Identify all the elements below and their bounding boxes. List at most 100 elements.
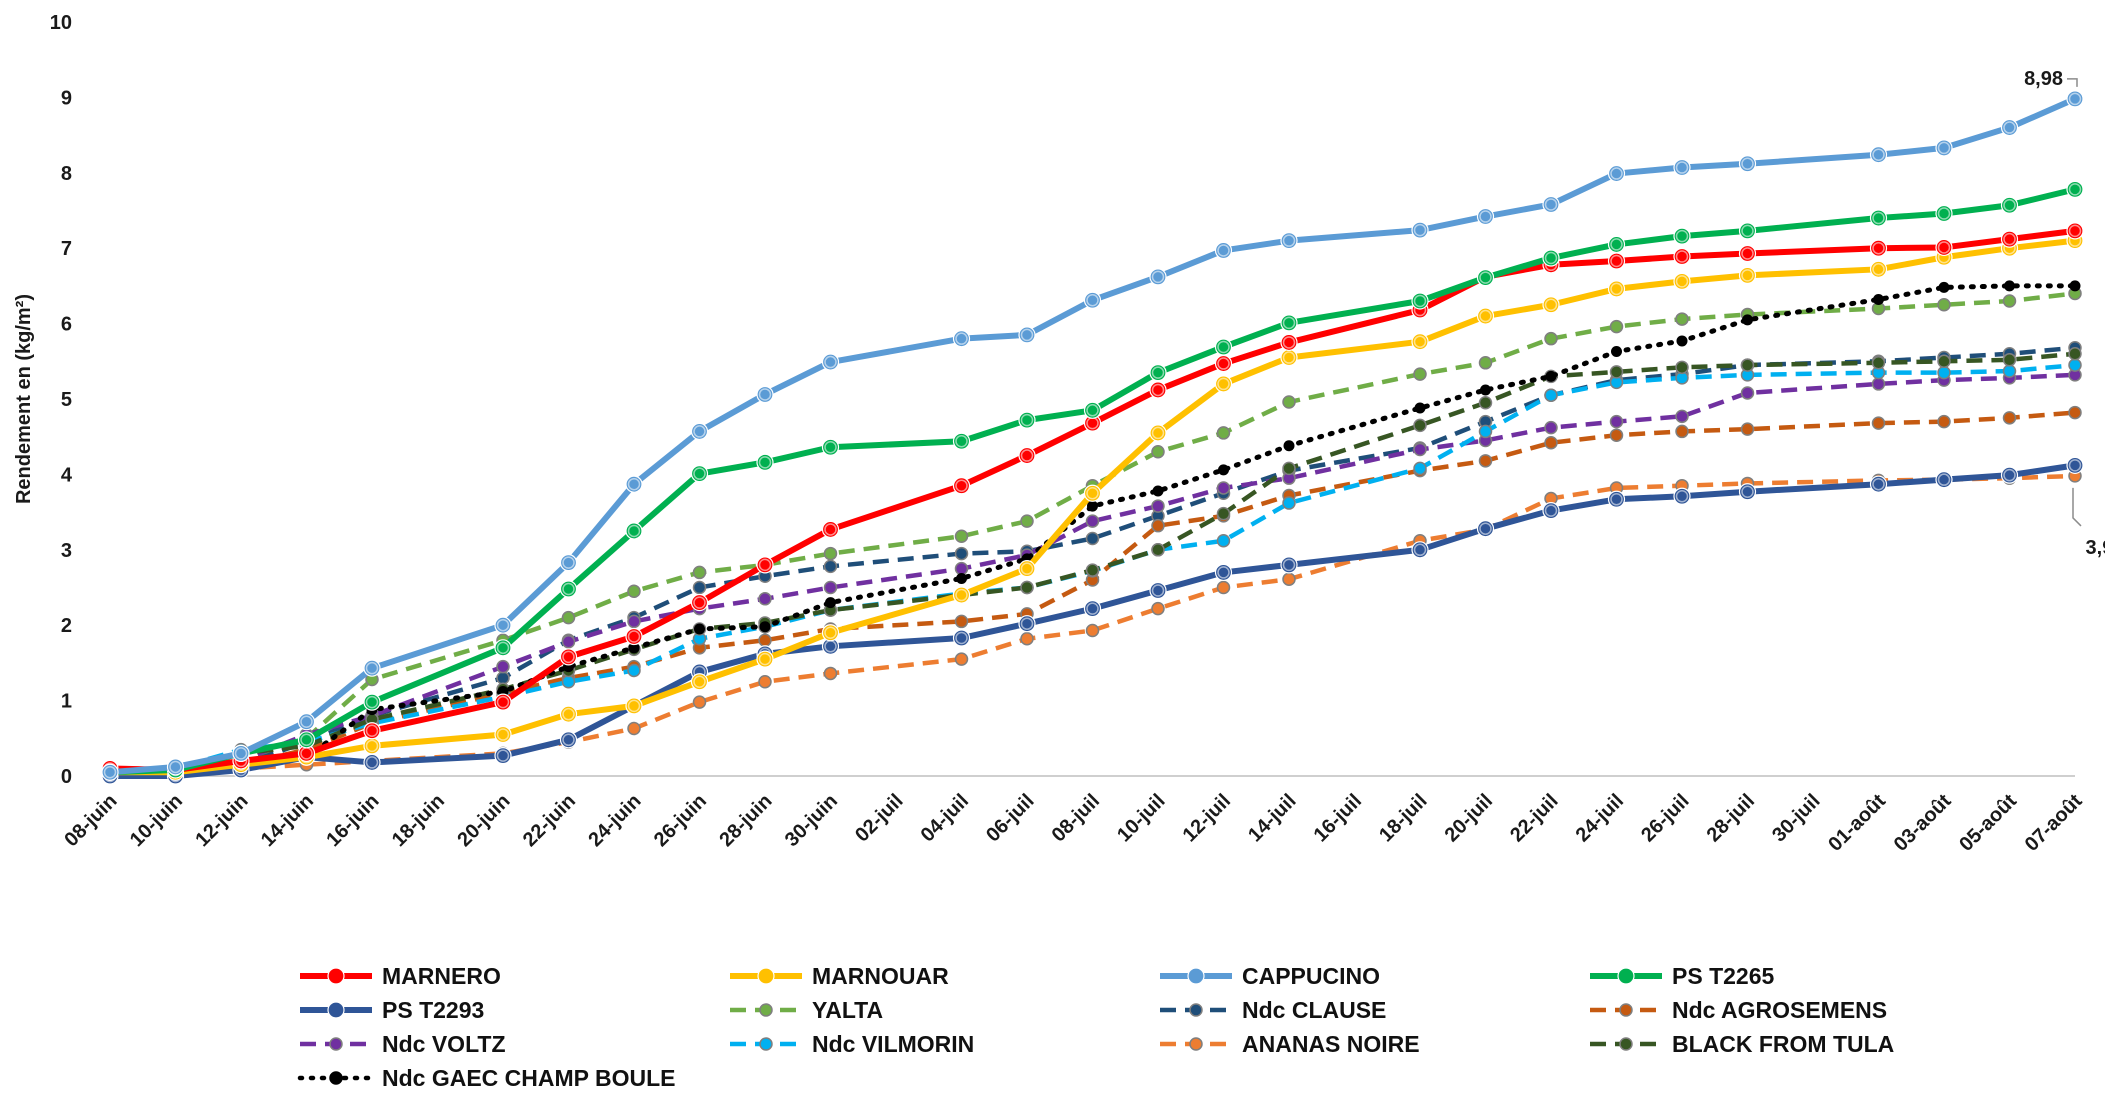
data-point xyxy=(1283,440,1295,452)
data-point-ring xyxy=(1937,473,1951,486)
data-point xyxy=(1216,481,1231,495)
data-point xyxy=(1742,314,1753,326)
data-point xyxy=(1478,356,1493,370)
x-tick-label: 14-juil xyxy=(1244,790,1300,846)
x-tick-label: 18-juil xyxy=(1375,790,1431,846)
data-point-ring xyxy=(2003,232,2016,246)
data-point-ring xyxy=(1675,229,1689,243)
data-point xyxy=(1216,426,1231,440)
legend-label: Ndc VOLTZ xyxy=(382,1031,506,1057)
data-point xyxy=(1871,416,1886,430)
data-point xyxy=(2068,347,2082,361)
data-point xyxy=(627,721,641,736)
legend-label: PS T2265 xyxy=(1672,963,1774,989)
data-point xyxy=(1873,293,1884,305)
data-point xyxy=(954,614,969,629)
data-point-ring xyxy=(1282,351,1296,364)
data-point-ring xyxy=(1479,309,1492,323)
data-point-ring xyxy=(496,728,510,741)
legend-label: Ndc CLAUSE xyxy=(1242,997,1386,1023)
x-tick-label: 22-juin xyxy=(519,790,580,851)
data-point-ring xyxy=(1020,562,1034,575)
data-point-ring xyxy=(1872,477,1885,491)
x-tick-label: 26-juin xyxy=(650,790,711,851)
legend-label: MARNERO xyxy=(382,963,501,989)
data-point xyxy=(2004,280,2015,292)
x-tick-label: 30-juil xyxy=(1768,790,1824,846)
data-point-ring xyxy=(562,733,575,747)
data-point-ring xyxy=(627,477,641,491)
data-point-ring xyxy=(1020,617,1034,630)
y-tick-label: 8 xyxy=(61,163,72,185)
data-point xyxy=(1609,414,1624,429)
y-tick-label: 9 xyxy=(61,87,72,109)
data-point xyxy=(1151,499,1165,513)
data-point xyxy=(627,614,641,629)
series-marnouar xyxy=(101,232,2084,781)
data-point xyxy=(1937,365,1951,380)
data-point-ring xyxy=(1610,282,1623,296)
legend-swatch-marker xyxy=(327,967,345,985)
series-ps-t2293 xyxy=(101,456,2084,785)
legend-item-ananas-noire: ANANAS NOIRE xyxy=(1160,1031,1420,1057)
data-point-ring xyxy=(2068,459,2082,472)
data-point xyxy=(1414,402,1426,414)
data-point-ring xyxy=(365,724,379,738)
data-point xyxy=(1085,563,1100,577)
data-point xyxy=(2068,405,2082,420)
data-point xyxy=(1478,424,1493,439)
data-point-ring xyxy=(955,588,968,602)
data-point-ring xyxy=(2003,468,2016,482)
legend-label: PS T2293 xyxy=(382,997,484,1023)
data-point-ring xyxy=(1086,293,1099,307)
data-point xyxy=(627,663,641,678)
x-tick-label: 26-juil xyxy=(1637,790,1693,846)
legend-item-black-from-tula: BLACK FROM TULA xyxy=(1590,1031,1894,1057)
y-tick-label: 7 xyxy=(61,238,72,260)
data-point-ring xyxy=(365,756,379,769)
data-point xyxy=(1151,518,1165,533)
data-point-ring xyxy=(300,733,313,747)
x-tick-label: 22-juil xyxy=(1506,790,1562,846)
data-point xyxy=(1413,418,1427,433)
data-point-ring xyxy=(496,695,510,709)
legend-swatch-marker xyxy=(1187,967,1205,985)
legend-swatch-marker xyxy=(1617,967,1635,985)
x-tick-label: 04-juil xyxy=(917,790,973,846)
data-point-ring xyxy=(1086,404,1099,417)
legend-item-ps-t2265: PS T2265 xyxy=(1590,963,1774,989)
data-point xyxy=(1216,506,1231,521)
x-tick-label: 07-août xyxy=(2021,790,2087,856)
x-tick-label: 01-août xyxy=(1824,790,1890,856)
data-point-ring xyxy=(955,631,968,645)
data-point xyxy=(1938,281,1950,293)
data-point-ring xyxy=(1151,426,1165,440)
data-point-ring xyxy=(1151,584,1165,597)
data-point xyxy=(561,675,576,689)
data-point-ring xyxy=(824,355,837,369)
data-point xyxy=(1480,384,1491,396)
data-point xyxy=(496,659,510,674)
data-point xyxy=(823,559,838,574)
data-point xyxy=(1545,370,1557,382)
x-tick-label: 16-juil xyxy=(1310,790,1366,846)
data-point-ring xyxy=(1479,210,1492,223)
data-point-ring xyxy=(1020,328,1034,342)
data-point xyxy=(954,652,969,666)
data-point-ring xyxy=(1610,254,1623,268)
data-point xyxy=(1740,358,1755,372)
data-point xyxy=(1675,424,1689,439)
data-point xyxy=(1413,461,1427,476)
x-tick-label: 12-juil xyxy=(1179,790,1235,846)
legend-label: Ndc AGROSEMENS xyxy=(1672,997,1887,1023)
data-point-ring xyxy=(1217,357,1230,370)
data-point-ring xyxy=(1610,238,1623,251)
data-point xyxy=(1937,414,1951,429)
data-point xyxy=(1676,335,1688,347)
data-point xyxy=(1413,367,1427,381)
data-point-ring xyxy=(1020,449,1034,462)
data-point-ring xyxy=(1086,487,1099,500)
data-point-ring xyxy=(2003,198,2016,212)
data-point-ring xyxy=(1937,241,1951,254)
